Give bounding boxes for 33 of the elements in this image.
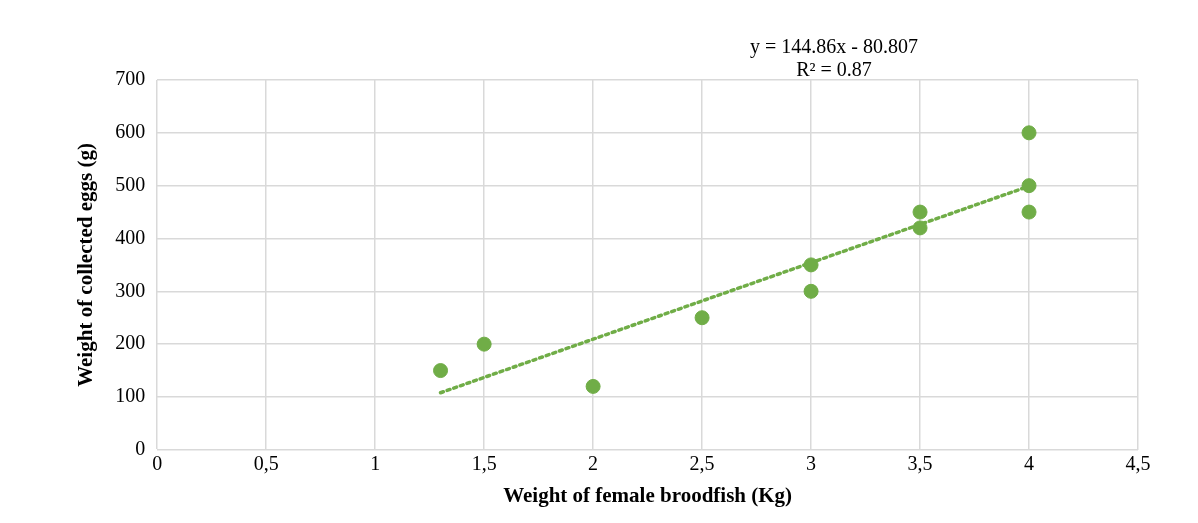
x-tick-label: 0,5: [253, 452, 279, 475]
point: [912, 204, 928, 220]
point: [585, 378, 601, 394]
x-tick-label: 1: [370, 452, 381, 475]
y-tick-label: 100: [115, 384, 146, 407]
point: [433, 363, 449, 379]
point: [803, 257, 819, 273]
point: [1021, 204, 1037, 220]
point: [912, 220, 928, 236]
x-tick-label: 4,5: [1125, 452, 1151, 475]
text: R² = 0.87: [796, 58, 872, 80]
x-tick-label: 2,5: [689, 452, 715, 475]
y-tick-label: 0: [135, 437, 146, 460]
x-tick-label: 3: [806, 452, 817, 475]
x-tick-label: 4: [1024, 452, 1035, 475]
x-axis-title: Weight of female broodfish (Kg): [503, 482, 793, 507]
y-tick-label: 300: [115, 278, 146, 301]
y-tick-label: 400: [115, 225, 146, 248]
y-tick-label: 600: [115, 120, 146, 143]
y-tick-label: 700: [115, 67, 146, 90]
point: [694, 310, 710, 326]
point: [803, 283, 819, 299]
x-tick-label: 0: [152, 452, 163, 475]
point: [1021, 178, 1037, 194]
x-tick-label: 1,5: [471, 452, 497, 475]
point: [476, 336, 492, 352]
x-tick-label: 3,5: [907, 452, 933, 475]
y-axis-title: Weight of collected eggs (g): [73, 143, 98, 387]
point: [1021, 125, 1037, 141]
y-tick-label: 200: [115, 331, 146, 354]
y-tick-label: 500: [115, 172, 146, 195]
text: y = 144.86x - 80.807: [749, 35, 918, 58]
x-tick-label: 2: [588, 452, 599, 475]
